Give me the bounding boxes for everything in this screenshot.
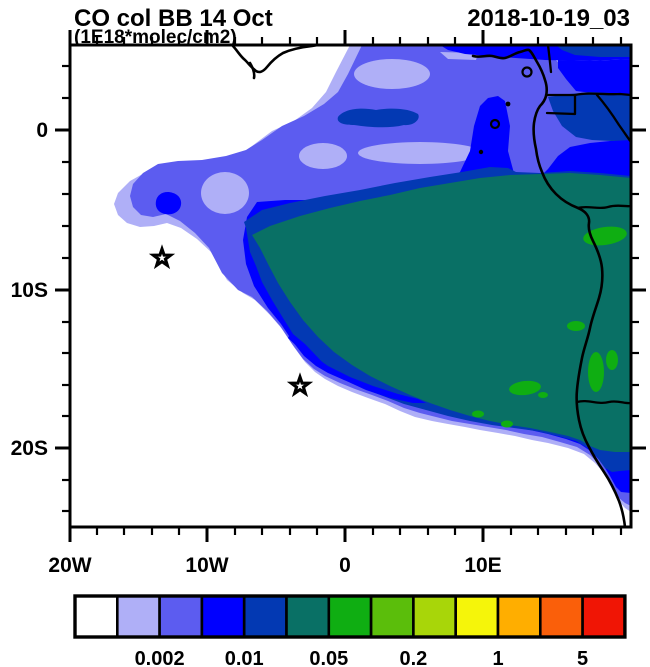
high-value-patch [472, 410, 484, 418]
colorbar-tick-label: 0.002 [135, 648, 185, 667]
country-borders [544, 45, 631, 405]
colorbar-cell [369, 594, 415, 639]
border-equatorial-guinea [544, 93, 577, 116]
contour-blob-west [155, 191, 182, 215]
colorbar-tick-label: 0.2 [399, 648, 427, 667]
coastlines [230, 45, 627, 527]
map-shading [70, 45, 631, 527]
low-value-patch [299, 143, 347, 169]
colorbar-cell [242, 594, 288, 639]
colorbar-cell [581, 594, 627, 639]
colorbar-cell [285, 594, 331, 639]
colorbar-tick-label: 0.01 [225, 648, 264, 667]
border-angola-north [575, 400, 631, 405]
islands [478, 66, 533, 155]
high-value-patch [606, 350, 618, 370]
contour-dash-gulf [337, 108, 419, 128]
border-gabon-congo [576, 204, 631, 210]
plot-units-label: (1E18*molec/cm2) [74, 27, 237, 48]
x-axis-tick-label: 20W [48, 554, 91, 577]
plot-title: CO col BB 14 Oct [74, 5, 273, 32]
high-value-patch [538, 392, 548, 398]
axis-labels: 20W 10W 0 10E 0 10S 20S [11, 119, 502, 577]
colorbar-cell [454, 594, 500, 639]
x-axis-tick-label: 10E [464, 554, 501, 577]
coastline-gulf-to-angola [471, 48, 627, 527]
colorbar-cell [200, 594, 246, 639]
colorbar-cell [73, 594, 119, 639]
high-value-patch [509, 380, 541, 396]
colorbar-cell [158, 594, 204, 639]
low-value-patch [354, 59, 430, 89]
colorbar-frame [73, 594, 627, 639]
x-axis-tick-label: 10W [185, 554, 228, 577]
y-axis-tick-label: 10S [11, 279, 48, 302]
contour-band-001-northeast [548, 92, 631, 141]
contour-band-001-corner [556, 45, 631, 57]
colorbar-cell [496, 594, 542, 639]
low-value-patch [358, 142, 482, 164]
colorbar-cell [116, 594, 161, 639]
coastline-spit [248, 61, 256, 80]
colorbar-tick-label: 5 [577, 648, 588, 667]
low-value-patch [201, 172, 249, 214]
border-segment [546, 45, 553, 74]
island-ring-bioko [521, 66, 533, 78]
y-axis-tick-label: 20S [11, 437, 48, 460]
coastline-west-africa-dip [230, 45, 320, 74]
high-value-patch [588, 352, 604, 392]
x-axis-tick-label: 0 [339, 554, 351, 577]
colorbar-tick-label: 0.05 [309, 648, 348, 667]
map-frame [68, 43, 633, 529]
high-value-patch [501, 420, 513, 428]
border-segment [573, 92, 631, 97]
colorbar-tick-label: 1 [492, 648, 503, 667]
high-value-patch [567, 321, 585, 331]
border-segment [595, 93, 631, 144]
colorbar-cell [327, 594, 373, 639]
island-dot-principe [505, 101, 511, 107]
plot-timestamp: 2018-10-19_03 [467, 5, 630, 32]
island-dot-annobon [478, 149, 484, 155]
y-axis-tick-label: 0 [36, 119, 48, 142]
colorbar: 0.002 0.01 0.05 0.2 1 5 [73, 594, 627, 667]
contour-band-0005-northeast [558, 59, 631, 97]
axis-ticks [55, 30, 646, 542]
colorbar-cell [538, 594, 584, 639]
colorbar-cell [412, 594, 457, 639]
island-ring-sao-tome [489, 118, 501, 130]
